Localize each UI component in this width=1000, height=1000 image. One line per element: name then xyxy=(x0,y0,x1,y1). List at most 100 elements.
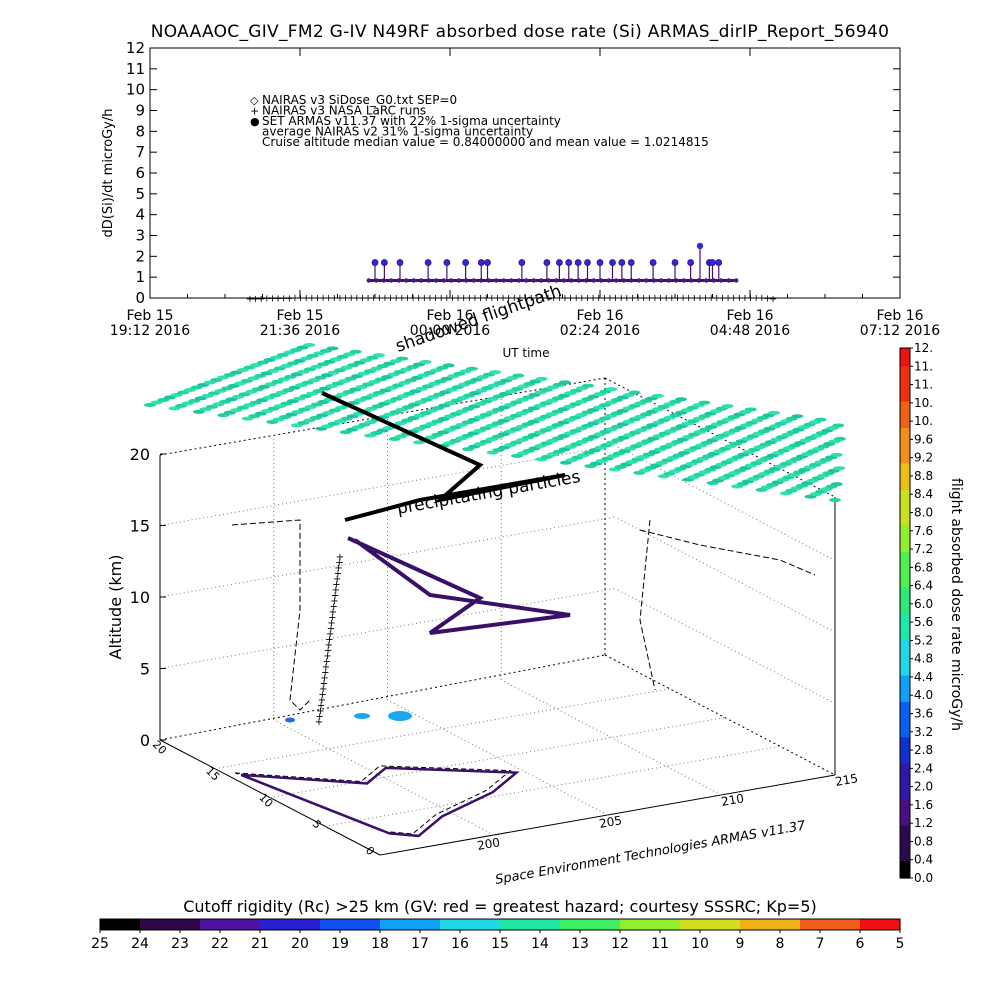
rigidity-colorbar-band xyxy=(470,919,481,930)
nairas-point: + xyxy=(769,294,777,305)
nairas-point: + xyxy=(645,293,653,304)
climb-marker: + xyxy=(318,695,326,706)
legend-entry: Cruise altitude median value = 0.8400000… xyxy=(262,135,709,149)
rigidity-colorbar-tick-label: 6 xyxy=(856,936,865,952)
armas-point xyxy=(704,278,709,283)
rigidity-colorbar-band xyxy=(550,919,561,930)
nairas-point: + xyxy=(358,293,366,304)
annotation-precipitating-particles: precipitating particles xyxy=(395,467,582,519)
rigidity-colorbar-band xyxy=(810,919,821,930)
nairas-point: + xyxy=(409,293,417,304)
armas-point xyxy=(621,278,626,283)
dose-colorbar-band xyxy=(900,542,910,552)
particle-mark xyxy=(832,423,845,428)
armas-point xyxy=(456,278,461,283)
y-tick-label: 9 xyxy=(135,102,145,120)
rigidity-colorbar-tick-label: 19 xyxy=(331,936,349,952)
nairas-point: + xyxy=(634,293,642,304)
dose-colorbar-tick-label: 3.6 xyxy=(914,707,933,721)
legend: ◇ NAIRAS v3 SiDose_G0.txt SEP=0+ NAIRAS v3… xyxy=(250,93,709,149)
armas-point xyxy=(659,278,664,283)
dose-colorbar-band xyxy=(900,471,910,482)
nairas-point: + xyxy=(561,293,569,304)
particle-mark xyxy=(582,383,595,388)
y3d-tick-label: 0 xyxy=(363,844,377,858)
rigidity-colorbar-band xyxy=(710,919,721,930)
dose-colorbar-tick-label: 7.6 xyxy=(914,524,933,538)
armas-spike-point xyxy=(618,259,626,266)
dose-colorbar-band xyxy=(900,427,910,437)
armas-point xyxy=(644,278,649,283)
nairas-point: + xyxy=(521,293,529,304)
climb-marker: + xyxy=(324,646,332,657)
dose-blob xyxy=(285,717,295,723)
rigidity-colorbar-band xyxy=(210,919,221,930)
rigidity-colorbar-band xyxy=(180,919,191,930)
rigidity-colorbar-band xyxy=(150,919,161,930)
nairas-point: + xyxy=(606,293,614,304)
armas-point xyxy=(734,278,739,283)
y-tick-label: 11 xyxy=(126,60,145,78)
dose-colorbar-band xyxy=(900,745,910,755)
z-axis-label: Altitude (km) xyxy=(106,555,125,660)
page-title: NOAAAOC_GIV_FM2 G-IV N49RF absorbed dose… xyxy=(150,22,890,42)
nairas-point: + xyxy=(505,293,513,304)
climb-marker: + xyxy=(325,635,333,646)
dose-colorbar-tick-label: 2.8 xyxy=(914,743,933,757)
legend-entry: average NAIRAS v2 31% 1-sigma uncertaint… xyxy=(262,125,533,139)
nairas-point: + xyxy=(437,293,445,304)
dose-colorbar-band xyxy=(900,515,910,526)
armas-spike-point xyxy=(443,259,451,266)
dose-colorbar-band xyxy=(900,365,910,376)
y-tick-label: 8 xyxy=(135,122,145,140)
nairas-point: + xyxy=(752,293,760,304)
dose-colorbar-band xyxy=(900,763,910,773)
dose-colorbar-tick-label: 2.0 xyxy=(914,780,933,794)
dose-colorbar-tick-label: 8.0 xyxy=(914,505,933,519)
x-tick-label-time: 19:12 2016 xyxy=(110,323,191,339)
climb-marker: + xyxy=(325,640,333,651)
rigidity-colorbar-band xyxy=(110,919,121,930)
nairas-point: + xyxy=(611,293,619,304)
climb-marker: + xyxy=(333,574,341,585)
y-tick-label: 2 xyxy=(135,247,145,265)
nairas-point: + xyxy=(651,293,659,304)
armas-point xyxy=(464,278,469,283)
top-plot-frame xyxy=(149,47,901,299)
flight-paths: +++++++++++++++++++++++++++++++ xyxy=(231,391,816,838)
dose-colorbar-band xyxy=(900,719,910,729)
climb-marker: + xyxy=(328,613,336,624)
nairas-point: + xyxy=(578,293,586,304)
dose-colorbar-band xyxy=(900,383,910,393)
climb-marker: + xyxy=(332,585,340,596)
rigidity-colorbar-tick-label: 5 xyxy=(896,936,905,952)
nairas-point: + xyxy=(319,293,327,304)
nairas-point: + xyxy=(555,293,563,304)
rigidity-colorbar-band xyxy=(490,919,501,930)
dose-colorbar-band xyxy=(900,621,910,632)
nairas-point: + xyxy=(460,293,468,304)
particle-mark xyxy=(372,353,385,358)
x-tick-label-date: Feb 16 xyxy=(576,308,623,324)
rigidity-colorbar-band xyxy=(350,919,361,930)
dose-colorbar-band xyxy=(900,586,910,596)
rigidity-colorbar-band xyxy=(590,919,601,930)
y-tick-label: 4 xyxy=(135,206,145,224)
armas-spike-point xyxy=(565,259,573,266)
climb-marker: + xyxy=(318,690,326,701)
right-wall-gridline xyxy=(614,516,836,633)
y-tick-label: 10 xyxy=(126,81,145,99)
nairas-point: + xyxy=(325,293,333,304)
rigidity-colorbar-band xyxy=(540,919,551,930)
dose-colorbar-band xyxy=(900,683,910,694)
nairas-point: + xyxy=(690,293,698,304)
particle-mark xyxy=(349,349,362,354)
armas-point xyxy=(426,278,431,283)
rigidity-colorbar-band xyxy=(560,919,571,930)
credit-text: Space Environment Technologies ARMAS v11… xyxy=(494,818,807,888)
armas-point xyxy=(726,278,731,283)
armas-point xyxy=(524,278,529,283)
rigidity-colorbar-band xyxy=(410,919,421,930)
rigidity-colorbar-band xyxy=(770,919,781,930)
y-tick-label: 5 xyxy=(135,185,145,203)
